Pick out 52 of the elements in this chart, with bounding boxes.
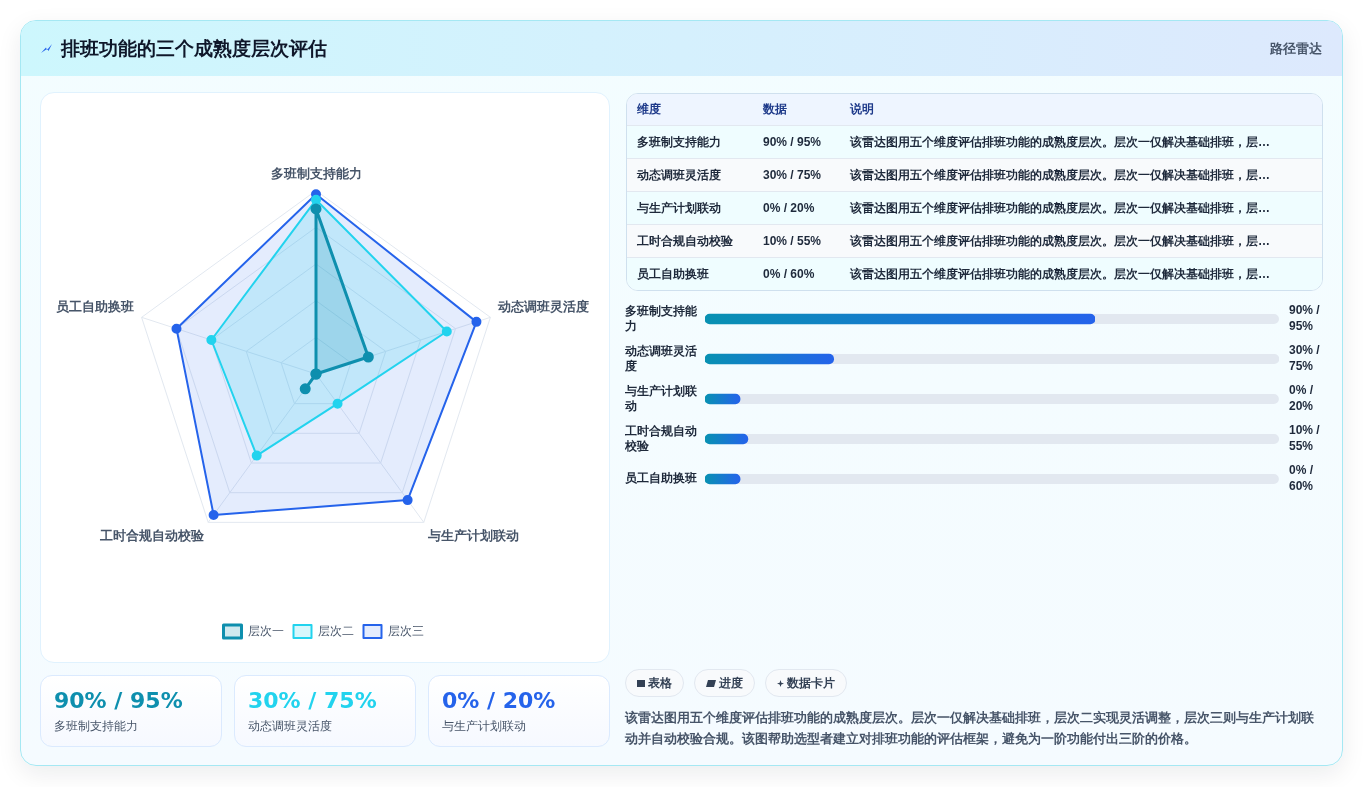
text: 30% / 75% (763, 167, 822, 184)
text: 维度 (637, 101, 661, 118)
y-tick-label: 员工自助换班 (625, 471, 697, 486)
bar (705, 433, 749, 445)
legend-label: 层次二 (317, 623, 354, 638)
y-tick-label: 动态调班灵活度 (624, 344, 697, 373)
y-tick-label: 多班制支持能力 (624, 304, 698, 333)
text: 动态调班灵活度 (637, 167, 721, 184)
spoke-label: 与生产计划联动 (427, 528, 520, 544)
text: 30% / 75% (248, 687, 378, 715)
text: 10% / 55% (1289, 423, 1321, 454)
text: 0% / 20% (442, 687, 557, 715)
spoke-label: 员工自助换班 (56, 298, 134, 314)
text: 0% / 60% (1289, 463, 1314, 494)
text: 90% / 95% (54, 687, 184, 715)
text: 数据 (763, 101, 787, 118)
text: 路径雷达 (1270, 40, 1322, 58)
spoke-label: 工时合规自动校验 (98, 528, 205, 544)
spoke-label: 动态调班灵活度 (497, 298, 589, 314)
spoke-label: 多班制支持能力 (270, 166, 362, 182)
y-tick-label: 工时合规自动校验 (624, 424, 697, 453)
text: 0% / 20% (1289, 383, 1314, 414)
text: 员工自助换班 (637, 266, 709, 283)
text: 该雷达图用五个维度评估排班功能的成熟度层次。层次一仅解决基础排班，层… (850, 200, 1270, 217)
bar (705, 393, 741, 405)
text: 该雷达图用五个维度评估排班功能的成熟度层次。层次一仅解决基础排班，层… (850, 233, 1270, 250)
text: 0% / 20% (763, 200, 815, 217)
text: 0% / 60% (763, 266, 815, 283)
bar (705, 473, 741, 485)
text: 进度 (719, 674, 743, 692)
text: 数据卡片 (787, 674, 835, 692)
y-tick-label: 与生产计划联动 (624, 384, 698, 413)
text: 多班制支持能力 (54, 718, 139, 735)
text: 该雷达图用五个维度评估排班功能的成熟度层次。层次一仅解决基础排班，层次二实现灵活调整，层次三则与生产计划联动并自动校验合规。该图帮助选型者建立对排班功能的评估框架，避免为一阶功能付出三阶的价格。 (625, 709, 1315, 748)
text: 该雷达图用五个维度评估排班功能的成熟度层次。层次一仅解决基础排班，层… (850, 167, 1270, 184)
text: 30% / 75% (1289, 343, 1321, 374)
text: 说明 (850, 101, 874, 118)
legend-label: 层次三 (387, 623, 424, 638)
text: 与生产计划联动 (637, 200, 721, 217)
text: 90% / 95% (763, 134, 822, 151)
text: 90% / 95% (1289, 303, 1321, 334)
legend-label: 层次一 (247, 623, 284, 638)
text: 工时合规自动校验 (637, 233, 733, 250)
text: 10% / 55% (763, 233, 822, 250)
text: 动态调班灵活度 (248, 718, 333, 735)
text: 排班功能的三个成熟度层次评估 (61, 37, 327, 61)
text: 多班制支持能力 (637, 134, 721, 151)
bar (705, 353, 835, 365)
text: 表格 (648, 674, 672, 692)
text: 该雷达图用五个维度评估排班功能的成熟度层次。层次一仅解决基础排班，层… (850, 266, 1270, 283)
text: 该雷达图用五个维度评估排班功能的成熟度层次。层次一仅解决基础排班，层… (850, 134, 1270, 151)
text: 与生产计划联动 (442, 718, 527, 735)
